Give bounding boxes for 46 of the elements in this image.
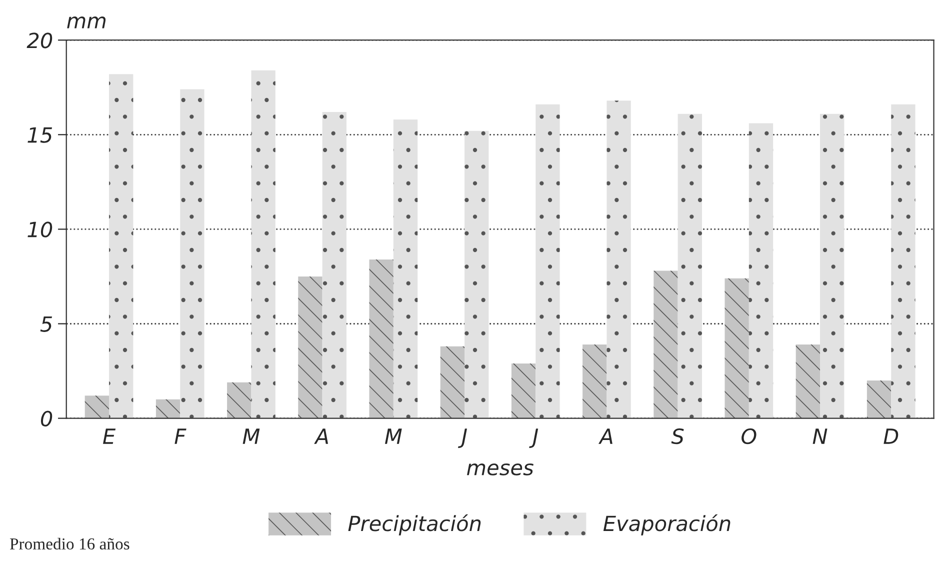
x-tick-label: N (812, 428, 828, 444)
bar (369, 259, 394, 418)
bar (536, 104, 560, 418)
y-tick-label: 10 (28, 222, 52, 238)
legend-label: Precipitación (348, 514, 481, 536)
bar (464, 130, 489, 418)
bar (678, 114, 702, 418)
bar (322, 112, 346, 418)
bar (180, 89, 204, 418)
x-tick-label: M (384, 428, 402, 444)
bar (393, 120, 418, 418)
bar (227, 382, 252, 418)
x-tick-label: O (742, 428, 756, 444)
bar (440, 346, 465, 418)
bar (748, 123, 774, 418)
bar (84, 396, 110, 418)
bar (891, 104, 916, 418)
x-tick-label: E (103, 428, 116, 444)
bar (606, 100, 631, 418)
x-tick-label: A (314, 428, 328, 444)
text: Promedio 16 años (10, 538, 130, 550)
bar (109, 74, 134, 418)
bar (298, 276, 322, 418)
x-tick-label: M (242, 428, 260, 444)
x-tick-label: J (529, 428, 538, 448)
bar (251, 70, 276, 418)
bar (156, 399, 180, 418)
bar (796, 344, 820, 418)
y-tick-label: 15 (28, 127, 52, 143)
x-axis-title: meses (466, 463, 534, 476)
y-tick-label: 5 (40, 316, 52, 332)
bar (511, 363, 536, 418)
legend-label: Evaporación (603, 514, 730, 536)
bar (866, 380, 892, 418)
x-tick-label: S (671, 428, 684, 444)
y-tick-label: 20 (26, 32, 52, 48)
y-tick-label: 0 (40, 410, 52, 426)
bar (582, 344, 607, 418)
x-tick-label: J (458, 428, 467, 448)
bar (820, 114, 844, 418)
x-tick-label: D (884, 428, 898, 444)
x-tick-label: F (174, 428, 186, 444)
y-axis-title: mm (67, 16, 106, 28)
bar (654, 270, 678, 418)
bar (724, 278, 749, 418)
x-tick-label: A (598, 428, 612, 444)
